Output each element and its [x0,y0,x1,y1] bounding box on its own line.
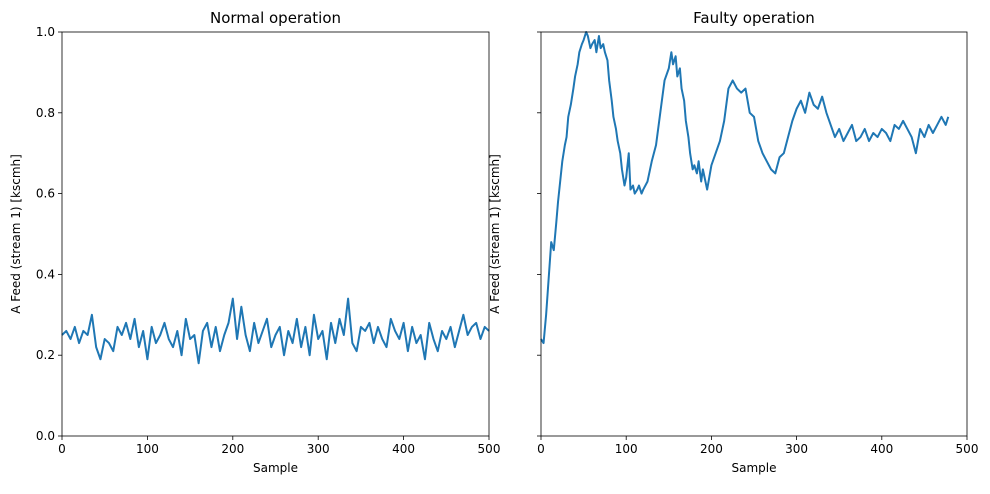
axes-frame [61,31,490,437]
x-tick-label: 300 [785,442,808,456]
x-tick-label: 0 [537,442,545,456]
x-tick-label: 400 [392,442,415,456]
x-tick-label: 100 [615,442,638,456]
chart-title: Normal operation [210,9,341,27]
x-tick-label: 500 [956,442,979,456]
y-tick-label: 0.0 [36,429,55,443]
x-tick-label: 100 [136,442,159,456]
x-axis-label: Sample [253,461,298,475]
y-tick-label: 0.8 [36,106,55,120]
panel-normal-operation: Normal operation 0 100 200 300 400 500 0.0 0.2 0.… [9,9,500,475]
x-tick-label: 200 [221,442,244,456]
x-tick-label: 300 [307,442,330,456]
y-axis-label: A Feed (stream 1) [kscmh] [488,154,502,314]
x-tick-label: 0 [58,442,66,456]
x-axis-label: Sample [732,461,777,475]
y-tick-label: 0.6 [36,187,55,201]
y-tick-label: 0.2 [36,348,55,362]
series-line [540,31,950,345]
chart-title: Faulty operation [693,9,815,27]
panel-faulty-operation: Faulty operation 0 100 200 300 400 500 Sample A … [488,9,978,475]
y-tick-label: 0.4 [36,267,55,281]
x-tick-label: 400 [870,442,893,456]
axes-frame [540,31,968,437]
x-tick-label: 500 [478,442,501,456]
x-tick-label: 200 [700,442,723,456]
y-tick-label: 1.0 [36,25,55,39]
y-axis-label: A Feed (stream 1) [kscmh] [9,154,23,314]
series-line [61,297,490,365]
